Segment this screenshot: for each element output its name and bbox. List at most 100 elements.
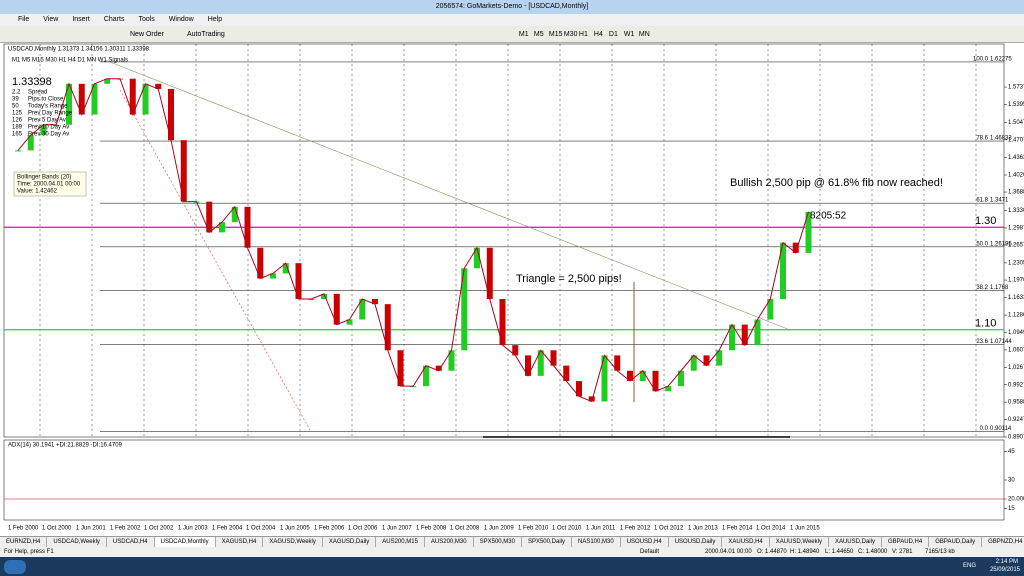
- menu-item[interactable]: File: [18, 16, 30, 23]
- timeframe-button[interactable]: M5: [533, 31, 544, 38]
- candle: [270, 273, 276, 279]
- autotrading-button[interactable]: AutoTrading: [186, 31, 225, 38]
- chart-tab[interactable]: USOUSD,Daily: [669, 537, 723, 547]
- y-tick-label: 1.47070: [1008, 137, 1024, 143]
- candle: [91, 83, 98, 115]
- y-tick-label: 1.50470: [1008, 120, 1024, 126]
- y-tick-label: 1.16330: [1008, 295, 1024, 301]
- chart-tab[interactable]: EURNZD,H4: [0, 537, 48, 547]
- start-button[interactable]: [4, 560, 26, 574]
- signal-name: Prev 30 Day Av: [28, 132, 69, 138]
- candle: [372, 299, 378, 305]
- y-tick-label: 0.92470: [1008, 417, 1024, 423]
- chart-tab[interactable]: USDCAD,H4: [107, 537, 155, 547]
- y-tick-label: 1.53950: [1008, 102, 1024, 108]
- chart-frame: [3, 43, 1005, 438]
- chart-tab[interactable]: AUS200,M30: [425, 537, 474, 547]
- annotation: Triangle = 2,500 pips!: [516, 273, 622, 285]
- menu-item[interactable]: Insert: [72, 16, 90, 23]
- candle: [703, 355, 710, 366]
- candle: [474, 247, 480, 269]
- y-tick-label: 20.0000: [1008, 497, 1024, 503]
- fib-price: 1.1768: [990, 285, 1009, 291]
- candle: [295, 263, 302, 300]
- menu-item[interactable]: Help: [207, 16, 223, 23]
- timeframe-button[interactable]: MN: [638, 31, 650, 38]
- chart-tab[interactable]: GBPNZD,H4: [982, 537, 1024, 547]
- taskbar: ENG 2:14 PM 25/09/2015: [0, 557, 1024, 576]
- candle: [639, 370, 646, 381]
- candle: [627, 370, 633, 381]
- timeframe-button[interactable]: M1: [518, 31, 529, 38]
- x-tick-label: 1 Oct 2008: [450, 526, 480, 532]
- candle: [678, 370, 684, 387]
- candle: [397, 350, 404, 387]
- y-tick-label: 0.95880: [1008, 400, 1024, 406]
- toolbar: New Order AutoTrading M1 M5 M15M30H1 H4 D1 W1…: [0, 26, 1024, 43]
- candle: [333, 293, 340, 325]
- signal-value: 39: [12, 97, 19, 103]
- chart-tab[interactable]: USDCAD,Monthly: [154, 537, 216, 547]
- timeframe-button[interactable]: D1: [608, 31, 618, 38]
- x-tick-label: 1 Jun 2003: [178, 526, 208, 532]
- candle: [499, 299, 506, 346]
- chart-tab[interactable]: XAGUSD,Daily: [323, 537, 377, 547]
- status-bar: For Help, press F1 Default 2000.04.01 00:0…: [0, 547, 1024, 557]
- x-tick-label: 1 Oct 2004: [246, 526, 276, 532]
- fib-label: 100.0: [973, 56, 989, 62]
- candle: [792, 242, 799, 253]
- trend-line: [119, 89, 311, 431]
- y-tick-label: 0.99270: [1008, 382, 1024, 388]
- x-tick-label: 1 Oct 2012: [654, 526, 684, 532]
- fib-price: 0.90114: [990, 426, 1012, 432]
- candle: [512, 345, 519, 356]
- signal-name: Pips to Close: [28, 97, 64, 103]
- candle: [461, 268, 468, 351]
- candle: [588, 396, 595, 402]
- menu-item[interactable]: Window: [168, 16, 194, 23]
- fib-label: 23.6: [976, 339, 988, 345]
- candle: [525, 355, 531, 376]
- menu-item[interactable]: Charts: [103, 16, 125, 23]
- chart-tab[interactable]: XAGUSD,H4: [216, 537, 264, 547]
- x-tick-label: 1 Feb 2006: [314, 526, 345, 532]
- signal-value: 125: [12, 111, 23, 117]
- y-tick-label: 1.06070: [1008, 347, 1024, 353]
- timeframe-button[interactable]: H1: [578, 31, 588, 38]
- chart-tab[interactable]: SPX500,Daily: [522, 537, 572, 547]
- fib-label: 61.8: [976, 198, 988, 204]
- chart-tab[interactable]: XAUUSD,Daily: [829, 537, 882, 547]
- x-tick-label: 1 Feb 2010: [518, 526, 549, 532]
- tooltip-line: Time: 2000.04.01 00:00: [17, 182, 81, 188]
- timeframe-button[interactable]: M30: [563, 31, 578, 38]
- y-tick-label: 1.09490: [1008, 330, 1024, 336]
- chart-tab[interactable]: GBPAUD,H4: [882, 537, 930, 547]
- signal-name: Prev 5 Day Av: [28, 118, 66, 124]
- chart-tab[interactable]: SPX500,M30: [474, 537, 522, 547]
- new-order-button[interactable]: New Order: [130, 31, 164, 38]
- tooltip: [13, 171, 87, 197]
- chart-tab[interactable]: USOUSD,H4: [621, 537, 669, 547]
- chart-tab[interactable]: XAGUSD,Weekly: [263, 537, 323, 547]
- signal-name: Today's Range: [28, 104, 68, 110]
- y-tick-label: 1.40200: [1008, 173, 1024, 179]
- timeframe-button[interactable]: H4: [593, 31, 603, 38]
- timeframe-button[interactable]: W1: [623, 31, 635, 38]
- chart-tab[interactable]: GBPAUD,Daily: [929, 537, 983, 547]
- chart-tab[interactable]: AUS200,M15: [376, 537, 425, 547]
- chart-tab[interactable]: NAS100,M30: [572, 537, 621, 547]
- candle: [66, 83, 72, 125]
- menu-item[interactable]: View: [43, 16, 59, 23]
- menu-item[interactable]: Tools: [138, 16, 155, 23]
- timeframe-button[interactable]: M15: [548, 31, 563, 38]
- chart-tab[interactable]: XAUUSD,H4: [722, 537, 770, 547]
- signal-name: Prev Day Range: [28, 111, 73, 117]
- signal-name: Spread: [28, 90, 47, 96]
- chart-tab[interactable]: XAUUSD,Weekly: [770, 537, 829, 547]
- candle: [180, 140, 187, 202]
- window-title: 2056574: GoMarkets-Demo - [USDCAD,Monthl…: [435, 3, 589, 10]
- y-tick-label: 0.89070: [1008, 435, 1024, 441]
- chart-tab[interactable]: USDCAD,Weekly: [47, 537, 107, 547]
- x-tick-label: 1 Oct 2000: [42, 526, 72, 532]
